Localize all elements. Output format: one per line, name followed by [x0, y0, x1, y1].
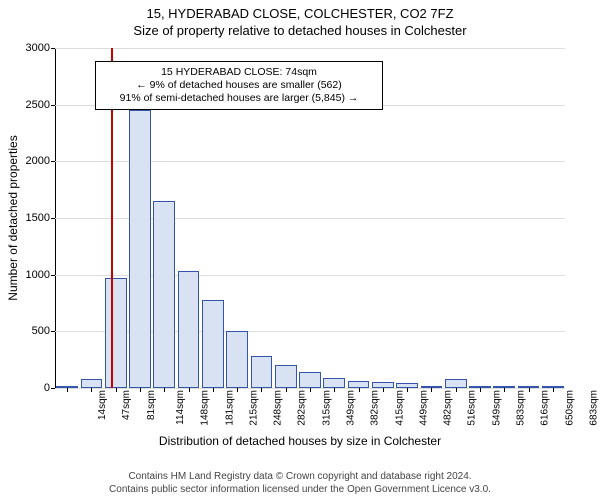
x-tick: [383, 388, 384, 392]
x-tick: [286, 388, 287, 392]
x-tick: [553, 388, 554, 392]
histogram-bar: [275, 365, 297, 388]
x-tick-label: 248sqm: [273, 390, 284, 426]
y-tick-label: 1500: [10, 212, 50, 224]
x-tick-label: 215sqm: [248, 390, 259, 426]
histogram-bar: [153, 201, 175, 388]
gridline: [55, 48, 565, 49]
x-tick-label: 282sqm: [297, 390, 308, 426]
page-title: 15, HYDERABAD CLOSE, COLCHESTER, CO2 7FZ: [0, 6, 600, 21]
x-tick-label: 315sqm: [321, 390, 332, 426]
x-tick: [359, 388, 360, 392]
x-tick: [529, 388, 530, 392]
histogram-bar: [299, 372, 321, 388]
x-tick: [237, 388, 238, 392]
y-tick-label: 2000: [10, 155, 50, 167]
x-tick-label: 114sqm: [175, 390, 186, 425]
x-tick: [407, 388, 408, 392]
x-tick-label: 81sqm: [146, 390, 157, 420]
x-tick: [310, 388, 311, 392]
y-tick-label: 3000: [10, 42, 50, 54]
y-tick: [51, 388, 55, 389]
histogram-bar: [323, 378, 345, 388]
x-tick-label: 516sqm: [467, 390, 478, 426]
histogram-bar: [178, 271, 200, 388]
x-tick: [189, 388, 190, 392]
x-axis-label: Distribution of detached houses by size …: [0, 434, 600, 448]
y-tick-label: 2500: [10, 99, 50, 111]
x-tick: [164, 388, 165, 392]
x-tick-label: 14sqm: [97, 390, 108, 420]
x-tick: [261, 388, 262, 392]
annotation-line: 15 HYDERABAD CLOSE: 74sqm: [104, 66, 374, 79]
annotation-line: ← 9% of detached houses are smaller (562…: [104, 79, 374, 92]
x-tick-label: 181sqm: [224, 390, 235, 426]
x-tick-label: 382sqm: [370, 390, 381, 426]
x-tick-label: 683sqm: [588, 390, 599, 426]
page-subtitle: Size of property relative to detached ho…: [0, 23, 600, 38]
y-tick-label: 0: [10, 382, 50, 394]
x-tick: [140, 388, 141, 392]
annotation-line: 91% of semi-detached houses are larger (…: [104, 92, 374, 105]
x-tick-label: 583sqm: [516, 390, 527, 426]
x-tick: [504, 388, 505, 392]
y-tick: [51, 331, 55, 332]
x-tick-label: 349sqm: [346, 390, 357, 426]
x-tick-label: 148sqm: [200, 390, 211, 426]
x-tick-label: 47sqm: [121, 390, 132, 420]
footer-line-1: Contains HM Land Registry data © Crown c…: [0, 470, 600, 483]
x-tick: [431, 388, 432, 392]
histogram-bar: [348, 381, 370, 388]
x-tick-label: 616sqm: [540, 390, 551, 426]
histogram-bar: [105, 278, 127, 388]
y-tick-label: 500: [10, 325, 50, 337]
y-tick: [51, 48, 55, 49]
x-tick-label: 415sqm: [394, 390, 405, 426]
x-tick-label: 549sqm: [491, 390, 502, 426]
histogram-bar: [445, 379, 467, 388]
x-tick: [91, 388, 92, 392]
histogram-bar: [81, 379, 103, 388]
histogram-bar: [202, 300, 224, 388]
chart-container: Number of detached properties Distributi…: [0, 38, 600, 438]
x-tick: [116, 388, 117, 392]
x-tick: [213, 388, 214, 392]
y-tick: [51, 218, 55, 219]
histogram-bar: [226, 331, 248, 388]
x-tick: [334, 388, 335, 392]
footer-line-2: Contains public sector information licen…: [0, 483, 600, 496]
footer-attribution: Contains HM Land Registry data © Crown c…: [0, 470, 600, 496]
x-tick: [480, 388, 481, 392]
y-tick: [51, 275, 55, 276]
histogram-bar: [129, 110, 151, 388]
y-tick-label: 1000: [10, 269, 50, 281]
x-tick-label: 650sqm: [564, 390, 575, 426]
annotation-box: 15 HYDERABAD CLOSE: 74sqm← 9% of detache…: [95, 61, 383, 110]
y-tick: [51, 105, 55, 106]
y-tick: [51, 161, 55, 162]
x-tick: [456, 388, 457, 392]
x-tick-label: 449sqm: [418, 390, 429, 426]
x-tick-label: 482sqm: [443, 390, 454, 426]
x-tick: [67, 388, 68, 392]
histogram-bar: [251, 356, 273, 388]
